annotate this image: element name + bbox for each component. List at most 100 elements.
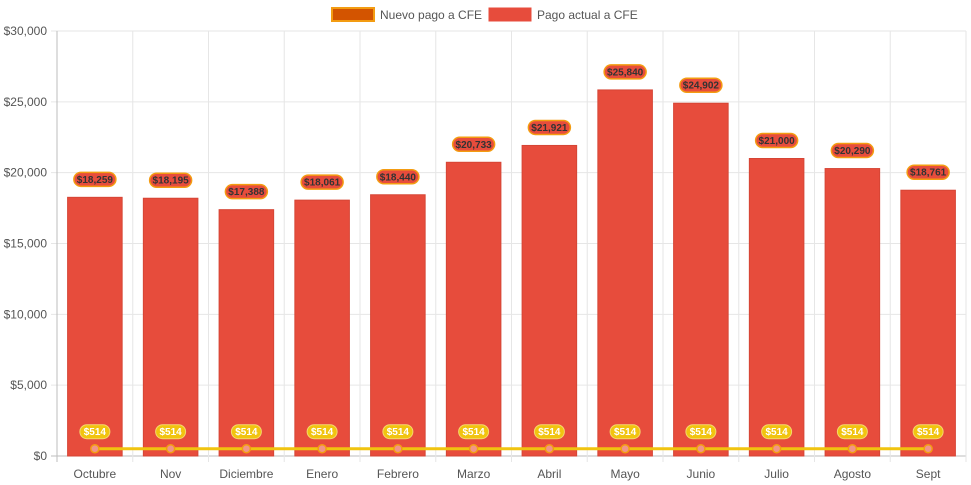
bar-label-badge	[224, 183, 269, 200]
x-tick-label: Diciembre	[219, 467, 273, 481]
bar-label-badge	[830, 142, 875, 159]
line-label-badge	[155, 424, 187, 440]
x-tick-label: Nov	[160, 467, 181, 481]
data-labels: $18,259 $18,195 $17,388 $18,061 $18,440 $20,7…	[73, 64, 950, 440]
line-label-badge	[912, 424, 944, 440]
bar[interactable]	[67, 196, 123, 457]
bar-data-label: $24,902	[683, 81, 720, 92]
y-tick-label: $30,000	[4, 24, 48, 38]
line-data-label: $514	[766, 427, 789, 438]
legend[interactable]: Nuevo pago a CFE Pago actual a CFE	[331, 7, 638, 22]
bar-label-badge	[603, 64, 647, 80]
bar[interactable]	[521, 144, 578, 457]
bar[interactable]	[370, 194, 426, 457]
line-point[interactable]	[620, 443, 630, 454]
y-tick-label: $20,000	[4, 166, 48, 180]
bar-data-label: $21,921	[531, 123, 568, 134]
line-label-badge	[306, 424, 338, 440]
bar-data-label: $18,259	[77, 175, 114, 186]
bar[interactable]	[597, 89, 653, 457]
line-label-badge	[836, 424, 868, 440]
bar[interactable]	[445, 161, 502, 457]
bar-data-label: $18,195	[153, 176, 190, 187]
bar-label-badge	[754, 132, 799, 149]
bar-data-label: $20,733	[456, 140, 493, 151]
bar-label-badge	[451, 136, 496, 153]
bar[interactable]	[900, 189, 956, 457]
line-point[interactable]	[847, 443, 858, 454]
legend-label-actual[interactable]: Pago actual a CFE	[537, 8, 638, 22]
bar-data-label: $18,440	[380, 172, 417, 183]
bar-label-badge	[73, 171, 117, 188]
y-tick-label: $5,000	[10, 378, 47, 392]
bar-data-label: $18,061	[304, 178, 341, 189]
line-data-label: $514	[690, 427, 713, 438]
line-data-label: $514	[538, 427, 561, 438]
line-label-badge	[609, 424, 641, 440]
line-label-badge	[230, 424, 262, 440]
line-label-badge	[382, 424, 414, 440]
line-data-label: $514	[841, 427, 864, 438]
line-point[interactable]	[771, 443, 782, 454]
line-point[interactable]	[923, 443, 933, 454]
x-tick-label: Marzo	[457, 467, 491, 481]
line-label-badge	[79, 424, 111, 440]
line-data-label: $514	[235, 427, 258, 438]
line-data-label: $514	[84, 427, 107, 438]
y-tick-label: $15,000	[4, 237, 48, 251]
line-data-label: $514	[917, 427, 940, 438]
legend-swatch-nuevo	[331, 7, 375, 22]
line-data-label: $514	[463, 427, 486, 438]
bar-label-badge	[376, 169, 420, 185]
x-tick-label: Abril	[537, 467, 561, 481]
line-label-badge	[761, 424, 793, 440]
bar-data-label: $21,000	[759, 136, 796, 147]
line-point[interactable]	[468, 443, 479, 454]
x-tick-label: Julio	[764, 467, 789, 481]
line-data-label: $514	[160, 427, 183, 438]
x-tick-label: Sept	[916, 467, 941, 481]
line-label-badge	[685, 424, 717, 440]
line-label-badge	[533, 424, 565, 440]
bar-label-badge	[300, 174, 344, 190]
line-data-label: $514	[614, 427, 637, 438]
bar[interactable]	[673, 102, 729, 457]
bar-label-badge	[679, 77, 723, 93]
grid	[51, 30, 967, 462]
line-data-label: $514	[311, 427, 334, 438]
bar[interactable]	[824, 168, 881, 457]
bars	[67, 89, 956, 457]
y-tick-label: $0	[34, 449, 48, 463]
bar[interactable]	[294, 199, 350, 457]
x-tick-label: Enero	[306, 467, 338, 481]
x-tick-label: Octubre	[74, 467, 117, 481]
line-series	[90, 443, 933, 454]
y-tick-label: $25,000	[4, 95, 48, 109]
line-label-badge	[458, 424, 490, 440]
x-tick-label: Febrero	[377, 467, 419, 481]
x-tick-label: Mayo	[610, 467, 640, 481]
line-point[interactable]	[90, 443, 100, 454]
bar-data-label: $17,388	[228, 187, 265, 198]
line-point[interactable]	[317, 443, 327, 454]
bar-label-badge	[148, 172, 193, 188]
bar-label-badge	[527, 119, 572, 136]
bar-data-label: $25,840	[607, 67, 644, 78]
bar-data-label: $20,290	[834, 146, 871, 157]
bar[interactable]	[748, 158, 805, 457]
line-point[interactable]	[241, 443, 252, 454]
x-tick-label: Junio	[687, 467, 716, 481]
line-point[interactable]	[696, 443, 706, 454]
legend-label-nuevo[interactable]: Nuevo pago a CFE	[380, 8, 482, 22]
axes: $0 $5,000 $10,000 $15,000 $20,000 $25,000 $30,…	[4, 24, 942, 481]
line-point[interactable]	[393, 443, 403, 454]
legend-swatch-actual	[488, 7, 532, 22]
bar-label-badge	[906, 164, 950, 180]
line-point[interactable]	[165, 443, 176, 454]
bar[interactable]	[142, 197, 199, 457]
line-data-label: $514	[387, 427, 410, 438]
line-point[interactable]	[544, 443, 555, 454]
x-tick-label: Agosto	[834, 467, 872, 481]
bar[interactable]	[218, 209, 275, 457]
